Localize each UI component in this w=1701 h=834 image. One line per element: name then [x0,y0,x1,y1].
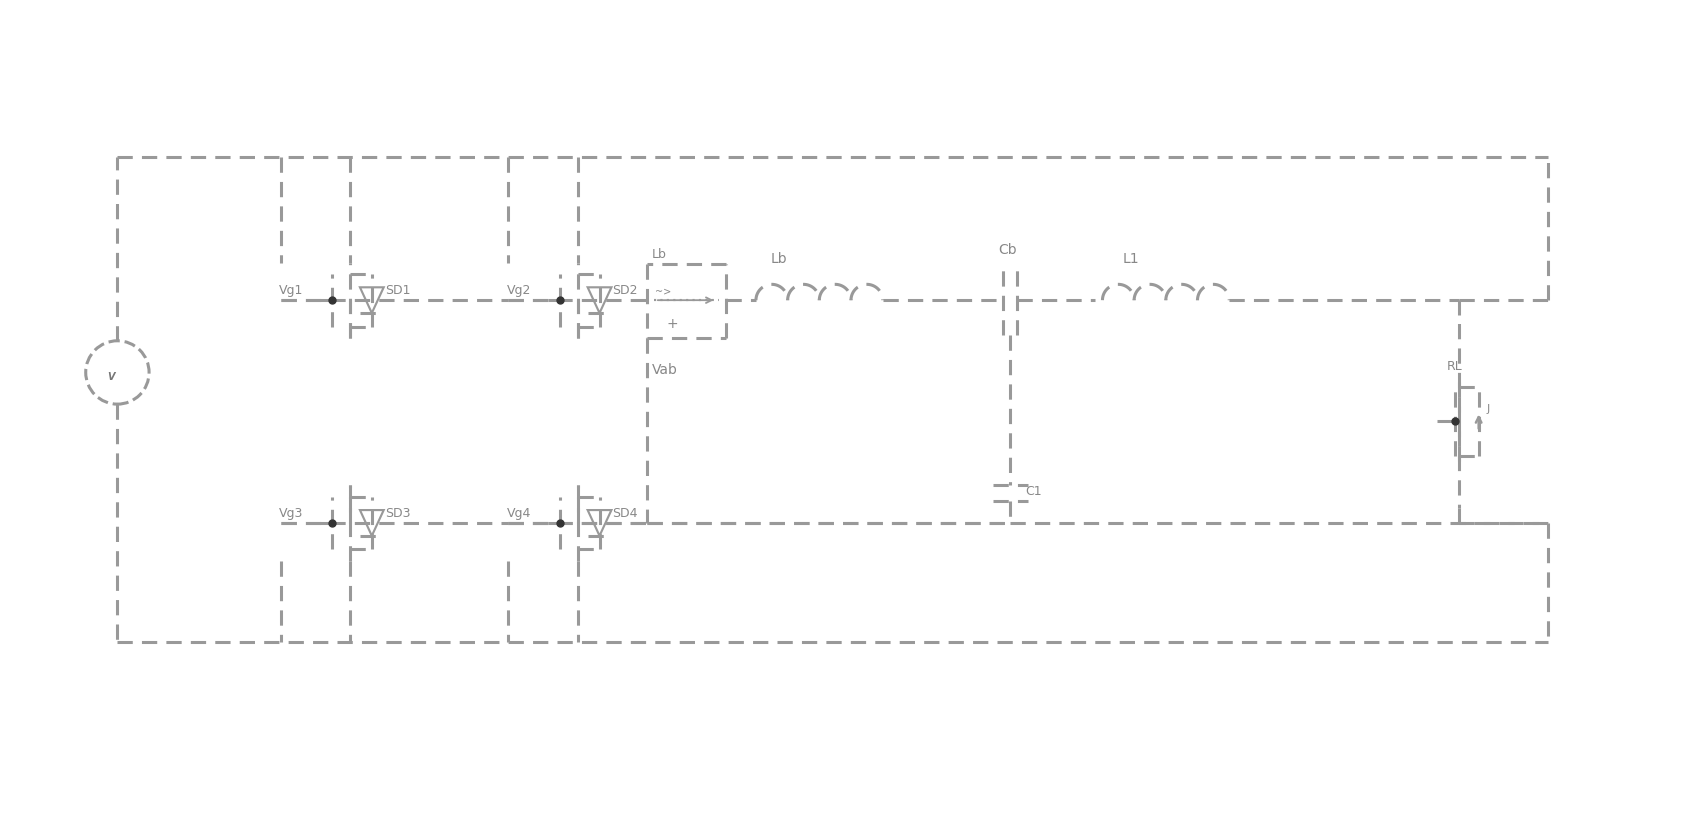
Text: Vg1: Vg1 [279,284,303,297]
Text: Cb: Cb [998,243,1017,257]
Text: ~>: ~> [655,286,672,296]
Text: RL: RL [1448,360,1463,373]
Text: Vg3: Vg3 [279,507,303,520]
Text: Lb: Lb [771,252,788,265]
Text: C1: C1 [1026,485,1041,498]
Text: J: J [1487,404,1490,414]
Text: SD1: SD1 [384,284,410,297]
Text: SD4: SD4 [612,507,638,520]
Text: Lb: Lb [651,248,667,260]
Text: Vab: Vab [651,364,679,378]
Text: L1: L1 [1123,252,1140,265]
Text: SD3: SD3 [384,507,410,520]
Text: Vg4: Vg4 [507,507,531,520]
Text: V: V [107,372,116,382]
Text: SD2: SD2 [612,284,638,297]
Text: +: + [667,317,679,331]
Text: Vg2: Vg2 [507,284,531,297]
